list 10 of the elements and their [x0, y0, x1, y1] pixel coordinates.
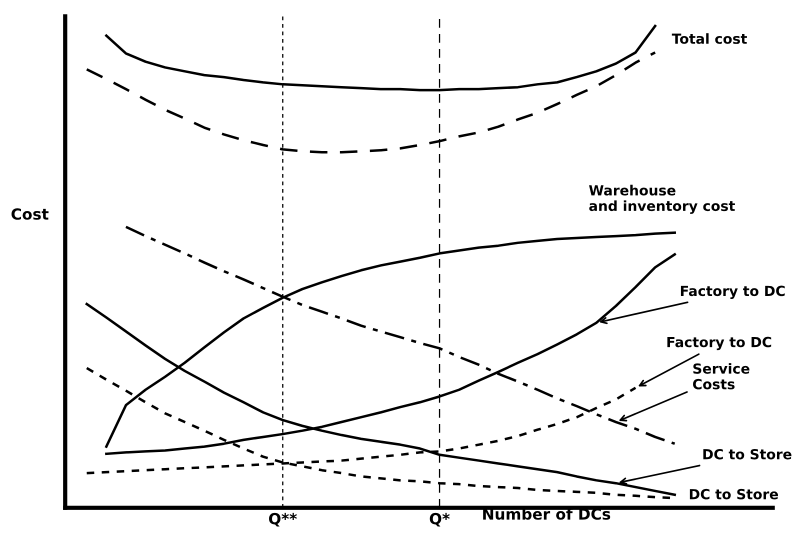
series-label: Total cost: [672, 33, 747, 44]
x-tick-label: Q*: [430, 512, 450, 526]
text: Factory to DC: [667, 336, 772, 350]
series-label: Warehouse and inventory cost: [589, 184, 735, 214]
y-axis-title: Cost: [12, 208, 49, 220]
series-label: DC to Store: [690, 488, 778, 500]
text: Service Costs: [693, 363, 750, 390]
text: DC to Store: [703, 448, 792, 460]
x-tick-label: Q**: [269, 512, 297, 526]
text: Factory to DC: [680, 286, 785, 299]
